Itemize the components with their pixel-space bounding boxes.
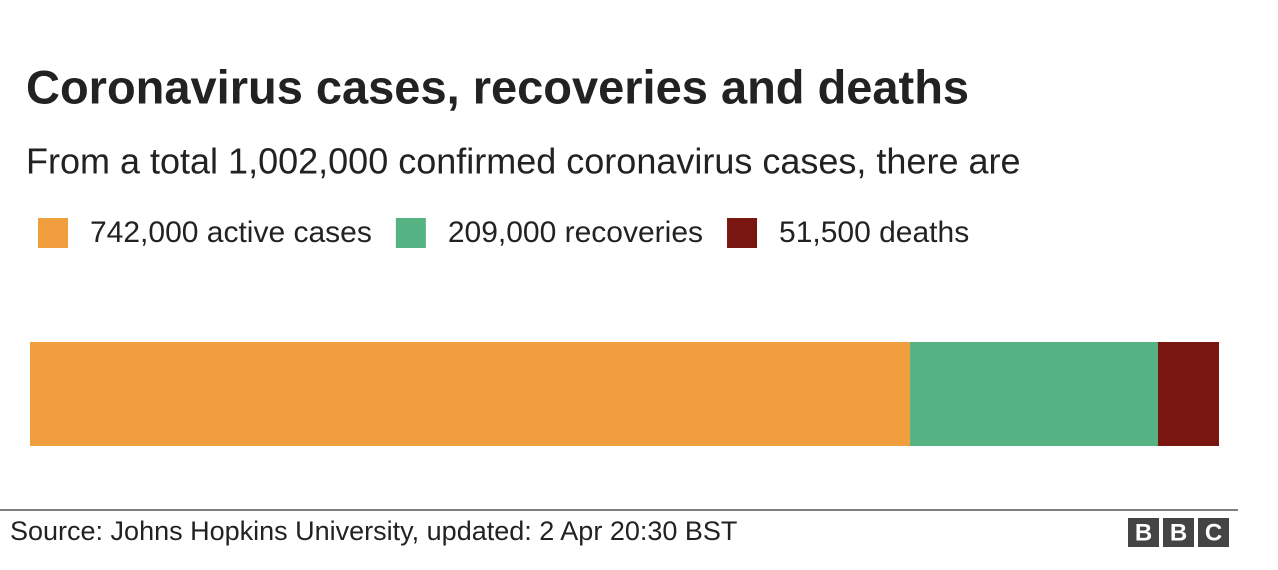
logo-box [1198, 518, 1229, 547]
bar-segment [910, 342, 1158, 446]
logo-letter: B [1170, 519, 1187, 546]
logo-letter: C [1205, 519, 1222, 546]
logo-letter: B [1135, 519, 1152, 546]
logo-box [1128, 518, 1159, 547]
source: Source: Johns Hopkins University, update… [10, 516, 737, 546]
legend-label: 742,000 active cases [90, 216, 372, 249]
legend-swatch [38, 218, 68, 248]
legend-label: 51,500 deaths [779, 216, 969, 249]
chart-subtitle: From a total 1,002,000 confirmed coronav… [26, 141, 1021, 182]
chart-title: Coronavirus cases, recoveries and deaths [26, 60, 969, 113]
bar-segment [30, 342, 911, 446]
bar-segment [1157, 342, 1219, 446]
legend-swatch [395, 218, 426, 248]
logo-box [1163, 518, 1194, 547]
legend-label: 209,000 recoveries [448, 216, 703, 249]
legend-swatch [727, 218, 758, 248]
